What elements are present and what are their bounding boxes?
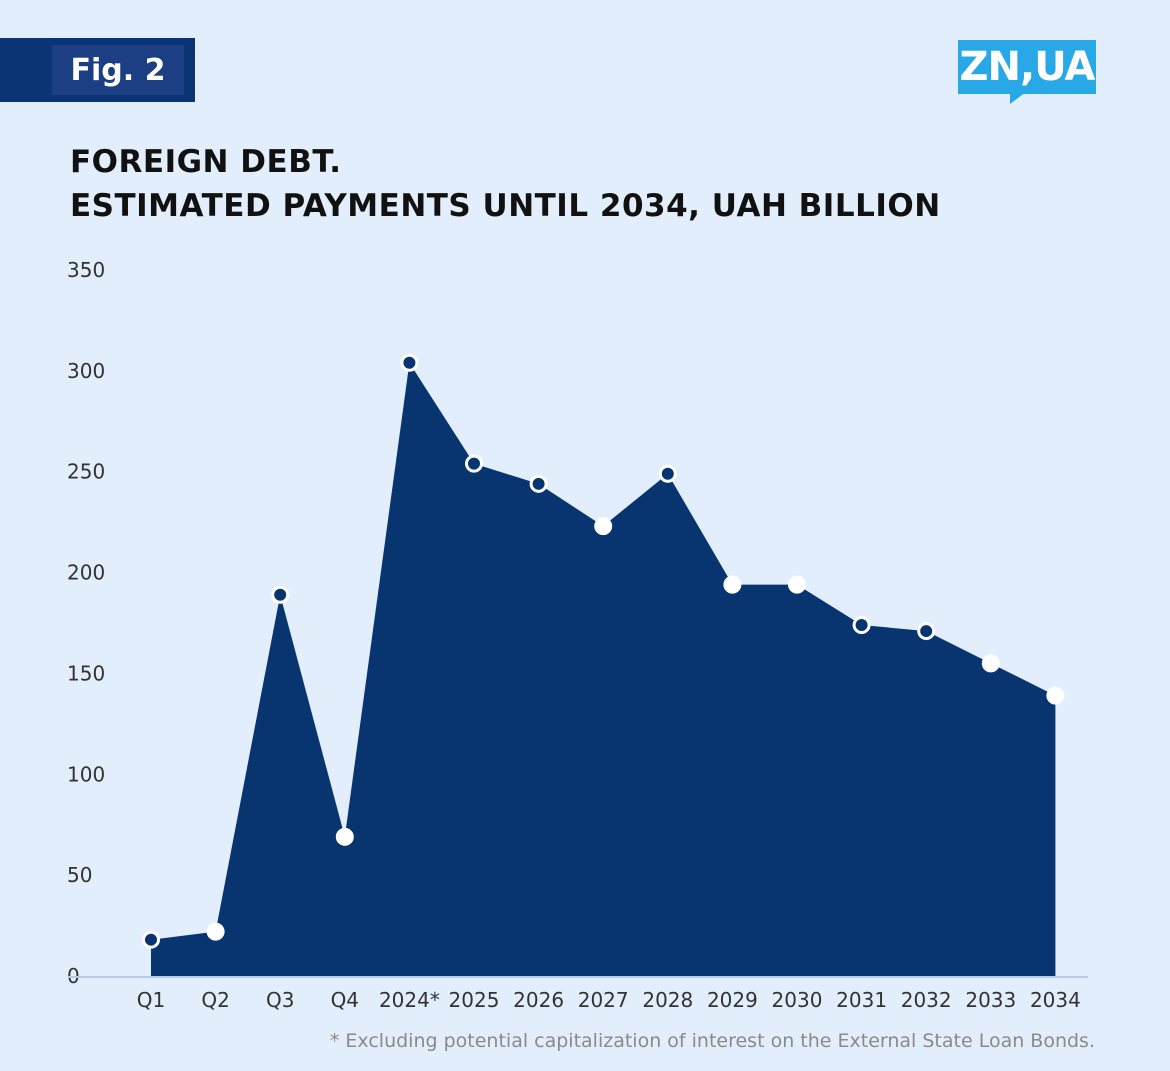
data-point-marker (465, 454, 483, 473)
y-tick-label: 100 (67, 762, 105, 786)
data-point-marker (142, 930, 160, 949)
y-tick-label: 200 (67, 561, 105, 585)
x-tick-label: 2033 (965, 988, 1016, 1012)
area-series (151, 362, 1056, 976)
y-tick-label: 350 (67, 258, 105, 282)
footnote: * Excluding potential capitalization of … (329, 1030, 1095, 1052)
figure-number-label: Fig. 2 (52, 45, 184, 95)
y-tick-label: 300 (67, 359, 105, 383)
data-point-marker (206, 922, 225, 941)
x-tick-label: 2024* (379, 988, 440, 1012)
x-tick-label: 2029 (707, 988, 758, 1012)
x-tick-label: Q3 (266, 988, 294, 1012)
x-tick-label: 2027 (578, 988, 629, 1012)
data-point-marker (981, 654, 1000, 673)
x-tick-label: 2025 (449, 988, 500, 1012)
data-point-marker (594, 517, 613, 536)
data-point-marker (335, 827, 354, 846)
chart-title: FOREIGN DEBT. ESTIMATED PAYMENTS UNTIL 2… (70, 140, 941, 228)
data-point-marker (658, 464, 677, 483)
data-point-marker (852, 616, 871, 635)
x-tick-label: 2026 (513, 988, 564, 1012)
data-point-marker (271, 585, 290, 604)
x-tick-label: Q1 (137, 988, 165, 1012)
chart-title-line-1: FOREIGN DEBT. (70, 144, 342, 180)
logo-speech-tail (1010, 92, 1026, 104)
data-point-marker (1046, 686, 1065, 705)
chart-title-line-2: ESTIMATED PAYMENTS UNTIL 2034, UAH BILLI… (70, 188, 941, 224)
y-tick-label: 50 (67, 863, 92, 887)
x-tick-label: Q2 (201, 988, 229, 1012)
x-tick-label: 2030 (772, 988, 823, 1012)
x-tick-label: 2034 (1030, 988, 1081, 1012)
x-tick-label: 2032 (901, 988, 952, 1012)
x-tick-label: 2028 (642, 988, 693, 1012)
y-tick-label: 150 (67, 661, 105, 685)
zn-ua-logo: ZN,UA (958, 40, 1096, 94)
data-point-marker (723, 575, 742, 594)
x-tick-label: Q4 (331, 988, 359, 1012)
x-tick-label: 2031 (836, 988, 887, 1012)
y-tick-label: 250 (67, 460, 105, 484)
data-point-marker (788, 575, 806, 594)
data-point-marker (917, 622, 936, 641)
data-point-marker (529, 474, 548, 493)
data-point-marker (400, 353, 419, 372)
